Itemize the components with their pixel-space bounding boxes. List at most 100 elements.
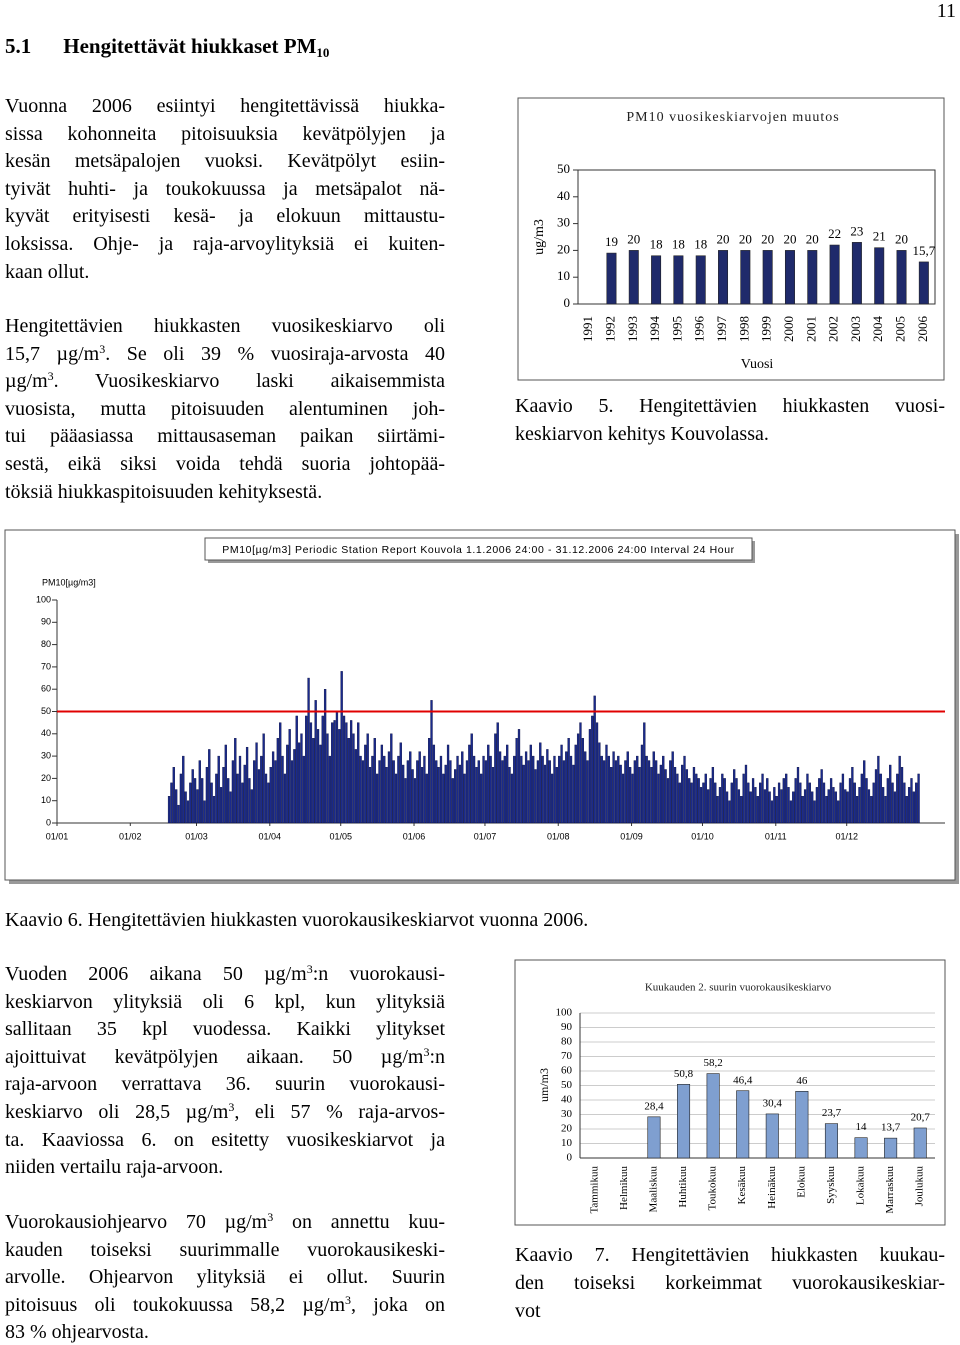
- value-label: 20: [895, 231, 908, 246]
- bar: [366, 733, 369, 824]
- text-run: Kaavio 7. Hengitettävien hiukkasten kuuk…: [515, 1244, 945, 1266]
- x-tick-label: Helmikuu: [618, 1166, 630, 1210]
- bar: [245, 746, 249, 824]
- bar: [789, 800, 793, 824]
- bar: [917, 773, 920, 824]
- chart-title: PM10[µg/m3] Periodic Station Report Kouv…: [222, 544, 735, 556]
- text-run: , eli 57 % raja-arvos-: [234, 1101, 445, 1123]
- text-run: loksissa. Ohje- ja raja-arvoylityksiä ei…: [5, 233, 445, 255]
- bar: [560, 744, 563, 824]
- x-tick-label: 01/06: [403, 831, 426, 841]
- bar: [794, 778, 797, 824]
- bar: [428, 738, 431, 824]
- text-line: sissa kohonneita pitoisuuksia kevätpölyj…: [5, 120, 445, 148]
- text-run: ta. Kaaviossa 6. on esitetty vuosikeskia…: [5, 1128, 445, 1151]
- bar: [319, 744, 322, 824]
- bar: [378, 760, 381, 824]
- bar: [435, 760, 438, 824]
- text-run: :n vuorokausi-: [312, 963, 446, 985]
- bar: [688, 778, 691, 824]
- bar: [321, 715, 324, 824]
- text-run: kyvät erityisesti kesä- ja elokuun mitta…: [5, 205, 445, 228]
- x-tick-label: 2002: [826, 316, 841, 342]
- bar: [645, 755, 648, 824]
- bar: [905, 796, 908, 824]
- text-line: ta. Kaaviossa 6. on esitetty vuosikeskia…: [5, 1126, 445, 1154]
- bar: [487, 744, 490, 824]
- bar: [591, 715, 594, 824]
- bar: [692, 767, 696, 824]
- chart-frame: [517, 97, 945, 381]
- bar: [212, 796, 216, 824]
- bar: [626, 751, 629, 824]
- bar: [480, 773, 483, 824]
- bar: [503, 755, 506, 824]
- bar: [567, 738, 570, 824]
- bar: [349, 720, 353, 824]
- bar: [305, 715, 308, 824]
- bar: [295, 715, 298, 824]
- bar: [605, 744, 608, 824]
- bar: [716, 796, 719, 824]
- bar: [651, 255, 662, 305]
- bar: [918, 261, 929, 305]
- x-tick-label: 01/08: [547, 831, 570, 841]
- bar: [673, 767, 677, 824]
- bar: [874, 247, 885, 305]
- text-line: 15,7 µg/m3. Se oli 39 % vuosiraja-arvost…: [5, 340, 445, 368]
- bar: [383, 755, 386, 824]
- bar: [420, 767, 424, 824]
- bar: [498, 751, 502, 824]
- bar: [607, 755, 610, 824]
- y-tick-label: 20: [41, 773, 51, 783]
- bar: [260, 755, 263, 824]
- bar: [614, 760, 618, 824]
- bar: [274, 760, 277, 824]
- bar: [709, 778, 712, 824]
- bar: [224, 744, 227, 824]
- bar: [501, 760, 504, 824]
- bar: [565, 751, 568, 824]
- bar: [387, 751, 391, 824]
- bar: [451, 778, 454, 824]
- bar: [454, 769, 457, 824]
- bar: [409, 751, 412, 824]
- bar: [761, 773, 764, 824]
- bar: [167, 796, 171, 824]
- bar: [482, 755, 485, 824]
- text-run: pitoisuus oli toukokuussa 58,2 µg/m: [5, 1293, 346, 1316]
- bar: [628, 767, 632, 824]
- x-tick-label: 01/09: [620, 831, 643, 841]
- bar: [877, 755, 880, 824]
- text-run: µg/m: [5, 370, 48, 393]
- text-line: den toiseksi korkeimmat vuorokausikeskia…: [515, 1269, 945, 1297]
- bar: [494, 733, 497, 824]
- bar: [536, 760, 540, 824]
- bar: [416, 760, 419, 824]
- y-tick-label: 30: [41, 750, 51, 760]
- bar: [323, 689, 327, 824]
- x-tick-label: Lokakuu: [855, 1166, 867, 1206]
- bar: [820, 769, 823, 824]
- bar: [893, 791, 897, 824]
- bar: [172, 767, 175, 824]
- bar: [699, 787, 703, 824]
- y-tick-label: 80: [41, 639, 51, 649]
- text-run: vot: [515, 1300, 541, 1322]
- bar: [248, 778, 251, 824]
- bar: [714, 782, 717, 824]
- text-line: raja-arvoon verrattava 36. suurin vuorok…: [5, 1070, 445, 1098]
- bar: [654, 760, 658, 824]
- bar: [562, 760, 566, 824]
- bar: [513, 755, 516, 824]
- bar: [532, 755, 535, 824]
- bar: [839, 782, 842, 824]
- x-tick-label: 2000: [781, 316, 796, 342]
- bar: [392, 760, 395, 824]
- y-tick-label: 50: [557, 161, 570, 176]
- bar: [253, 760, 256, 824]
- chart-frame: [514, 959, 946, 1226]
- text-line: kauden toiseksi suurimmalle vuorokausike…: [5, 1236, 445, 1264]
- bar: [411, 769, 414, 824]
